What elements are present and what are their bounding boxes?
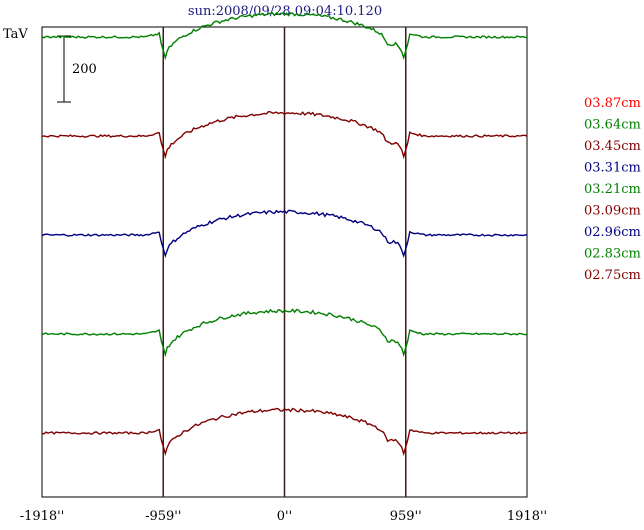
series-line-03.09cm [41,110,528,160]
x-tick-label: 959'' [390,509,422,524]
legend-entry: 02.83cm [584,247,641,262]
y-axis-unit: TaV [3,27,28,42]
x-tick-label: 1918'' [507,509,547,524]
chart-title: sun:2008/09/28 09:04:10.120 [188,4,382,19]
legend-entry: 02.75cm [584,268,641,283]
series-line-02.96cm [41,209,528,259]
legend-entry: 03.45cm [584,139,641,154]
x-tick-label: 0'' [277,509,292,524]
legend-entry: 03.64cm [584,118,641,133]
legend-entry: 02.96cm [584,225,641,240]
legend-entry: 03.21cm [584,182,641,197]
x-tick-label: -1918'' [20,509,65,524]
scale-bar-label: 200 [72,62,97,77]
vertical-markers [162,27,407,497]
x-axis-ticks: -1918'' -959'' 0'' 959'' 1918'' [20,509,547,524]
series-line-02.75cm [41,407,528,457]
legend: 03.87cm 03.64cm 03.45cm 03.31cm 03.21cm 03.09… [584,96,641,283]
scale-bar [57,35,71,103]
series-line-02.83cm [41,308,528,358]
legend-entry: 03.31cm [584,161,641,176]
series-line-03.21cm [41,12,528,61]
series-group [41,12,528,457]
legend-entry: 03.09cm [584,204,641,219]
x-tick-label: -959'' [145,509,181,524]
legend-entry: 03.87cm [584,96,641,111]
